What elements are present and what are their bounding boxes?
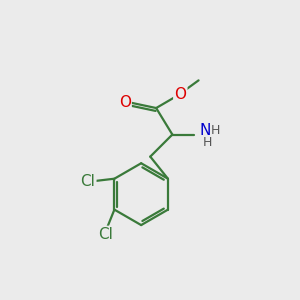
Text: O: O: [119, 95, 131, 110]
Text: Cl: Cl: [80, 174, 95, 189]
Text: N: N: [199, 123, 210, 138]
Text: Cl: Cl: [98, 227, 113, 242]
Text: O: O: [174, 87, 186, 102]
Text: H: H: [211, 124, 220, 136]
Text: H: H: [202, 136, 212, 149]
